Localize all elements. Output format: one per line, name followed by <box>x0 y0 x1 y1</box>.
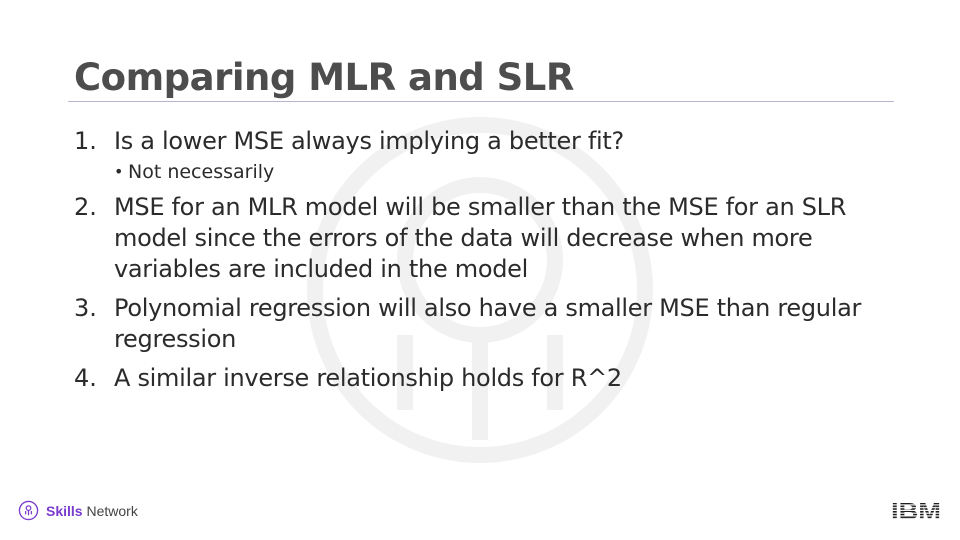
list-item-2: 2. MSE for an MLR model will be smaller … <box>74 192 904 285</box>
list-item-text: MSE for an MLR model will be smaller tha… <box>114 193 847 283</box>
brand-name-rest: Network <box>82 502 138 519</box>
list-item-text: A similar inverse relationship holds for… <box>114 364 622 392</box>
list-item-number: 3. <box>74 294 97 322</box>
list-item-text: Is a lower MSE always implying a better … <box>114 127 624 155</box>
title-divider <box>68 101 894 102</box>
list-item-3: 3. Polynomial regression will also have … <box>74 293 904 355</box>
svg-text:IBM: IBM <box>891 500 941 522</box>
numbered-list: 1. Is a lower MSE always implying a bett… <box>74 126 904 402</box>
list-item-number: 2. <box>74 193 97 221</box>
list-item-text: Polynomial regression will also have a s… <box>114 294 862 353</box>
brand-name-strong: Skills <box>46 502 83 519</box>
sub-bullet-item: • Not necessarily <box>114 160 904 184</box>
list-item-number: 4. <box>74 364 97 392</box>
bullet-dot-icon: • <box>114 162 124 181</box>
ibm-logo: IBM <box>891 500 941 522</box>
brand-name: Skills Network <box>46 503 138 519</box>
list-item-1: 1. Is a lower MSE always implying a bett… <box>74 126 904 184</box>
list-item-number: 1. <box>74 127 97 155</box>
skills-network-logo: Skills Network <box>18 500 138 521</box>
skills-network-icon <box>18 500 39 521</box>
slide-title: Comparing MLR and SLR <box>74 56 574 99</box>
sub-bullet-text: Not necessarily <box>128 161 275 183</box>
list-item-4: 4. A similar inverse relationship holds … <box>74 363 904 394</box>
